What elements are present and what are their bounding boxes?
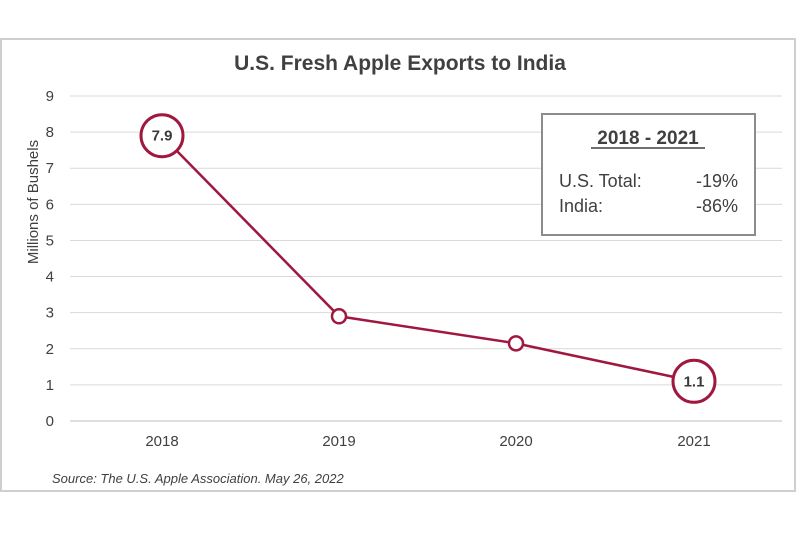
y-tick-label: 5: [46, 232, 54, 249]
x-tick-label: 2019: [322, 433, 355, 450]
data-point-callout: [139, 113, 185, 159]
y-tick-label: 8: [46, 124, 54, 141]
gridlines: [70, 95, 782, 422]
data-label: 7.9: [152, 128, 173, 145]
y-tick-label: 6: [46, 196, 54, 213]
chart-frame: U.S. Fresh Apple Exports to India 0 1 2 3 4 5…: [0, 38, 796, 492]
series-layer: 7.9 1.1: [139, 113, 717, 404]
inset-row-value-us-total: -19%: [696, 171, 738, 191]
inset-row-value-india: -86%: [696, 196, 738, 216]
y-axis-ticks: 0 1 2 3 4 5 6 7 8 9: [46, 88, 54, 430]
data-point: [507, 335, 525, 352]
inset-row-label-us-total: U.S. Total:: [559, 171, 642, 191]
x-tick-label: 2020: [499, 433, 532, 450]
x-tick-label: 2021: [677, 433, 710, 450]
y-tick-label: 2: [46, 341, 54, 358]
y-tick-label: 0: [46, 413, 54, 430]
data-point-callout: [671, 358, 717, 404]
source-note: Source: The U.S. Apple Association. May …: [52, 471, 344, 486]
inset-title: 2018 - 2021: [597, 128, 699, 149]
line-chart: U.S. Fresh Apple Exports to India 0 1 2 3 4 5…: [25, 52, 782, 486]
chart-title: U.S. Fresh Apple Exports to India: [234, 52, 566, 75]
y-tick-label: 3: [46, 305, 54, 322]
y-tick-label: 4: [46, 269, 54, 286]
inset-box: [541, 113, 756, 236]
x-tick-label: 2018: [145, 433, 178, 450]
data-label: 1.1: [684, 373, 705, 390]
series-line: [161, 134, 695, 383]
x-axis-ticks: 2018 2019 2020 2021: [145, 433, 710, 450]
summary-inset: 2018 - 2021 U.S. Total: -19% India: -86%: [541, 113, 756, 236]
inset-row-label-india: India:: [559, 196, 603, 216]
y-axis-label: Millions of Bushels: [25, 140, 42, 264]
y-tick-label: 1: [46, 377, 54, 394]
y-tick-label: 7: [46, 160, 54, 177]
y-tick-label: 9: [46, 88, 54, 105]
data-point: [330, 308, 348, 325]
